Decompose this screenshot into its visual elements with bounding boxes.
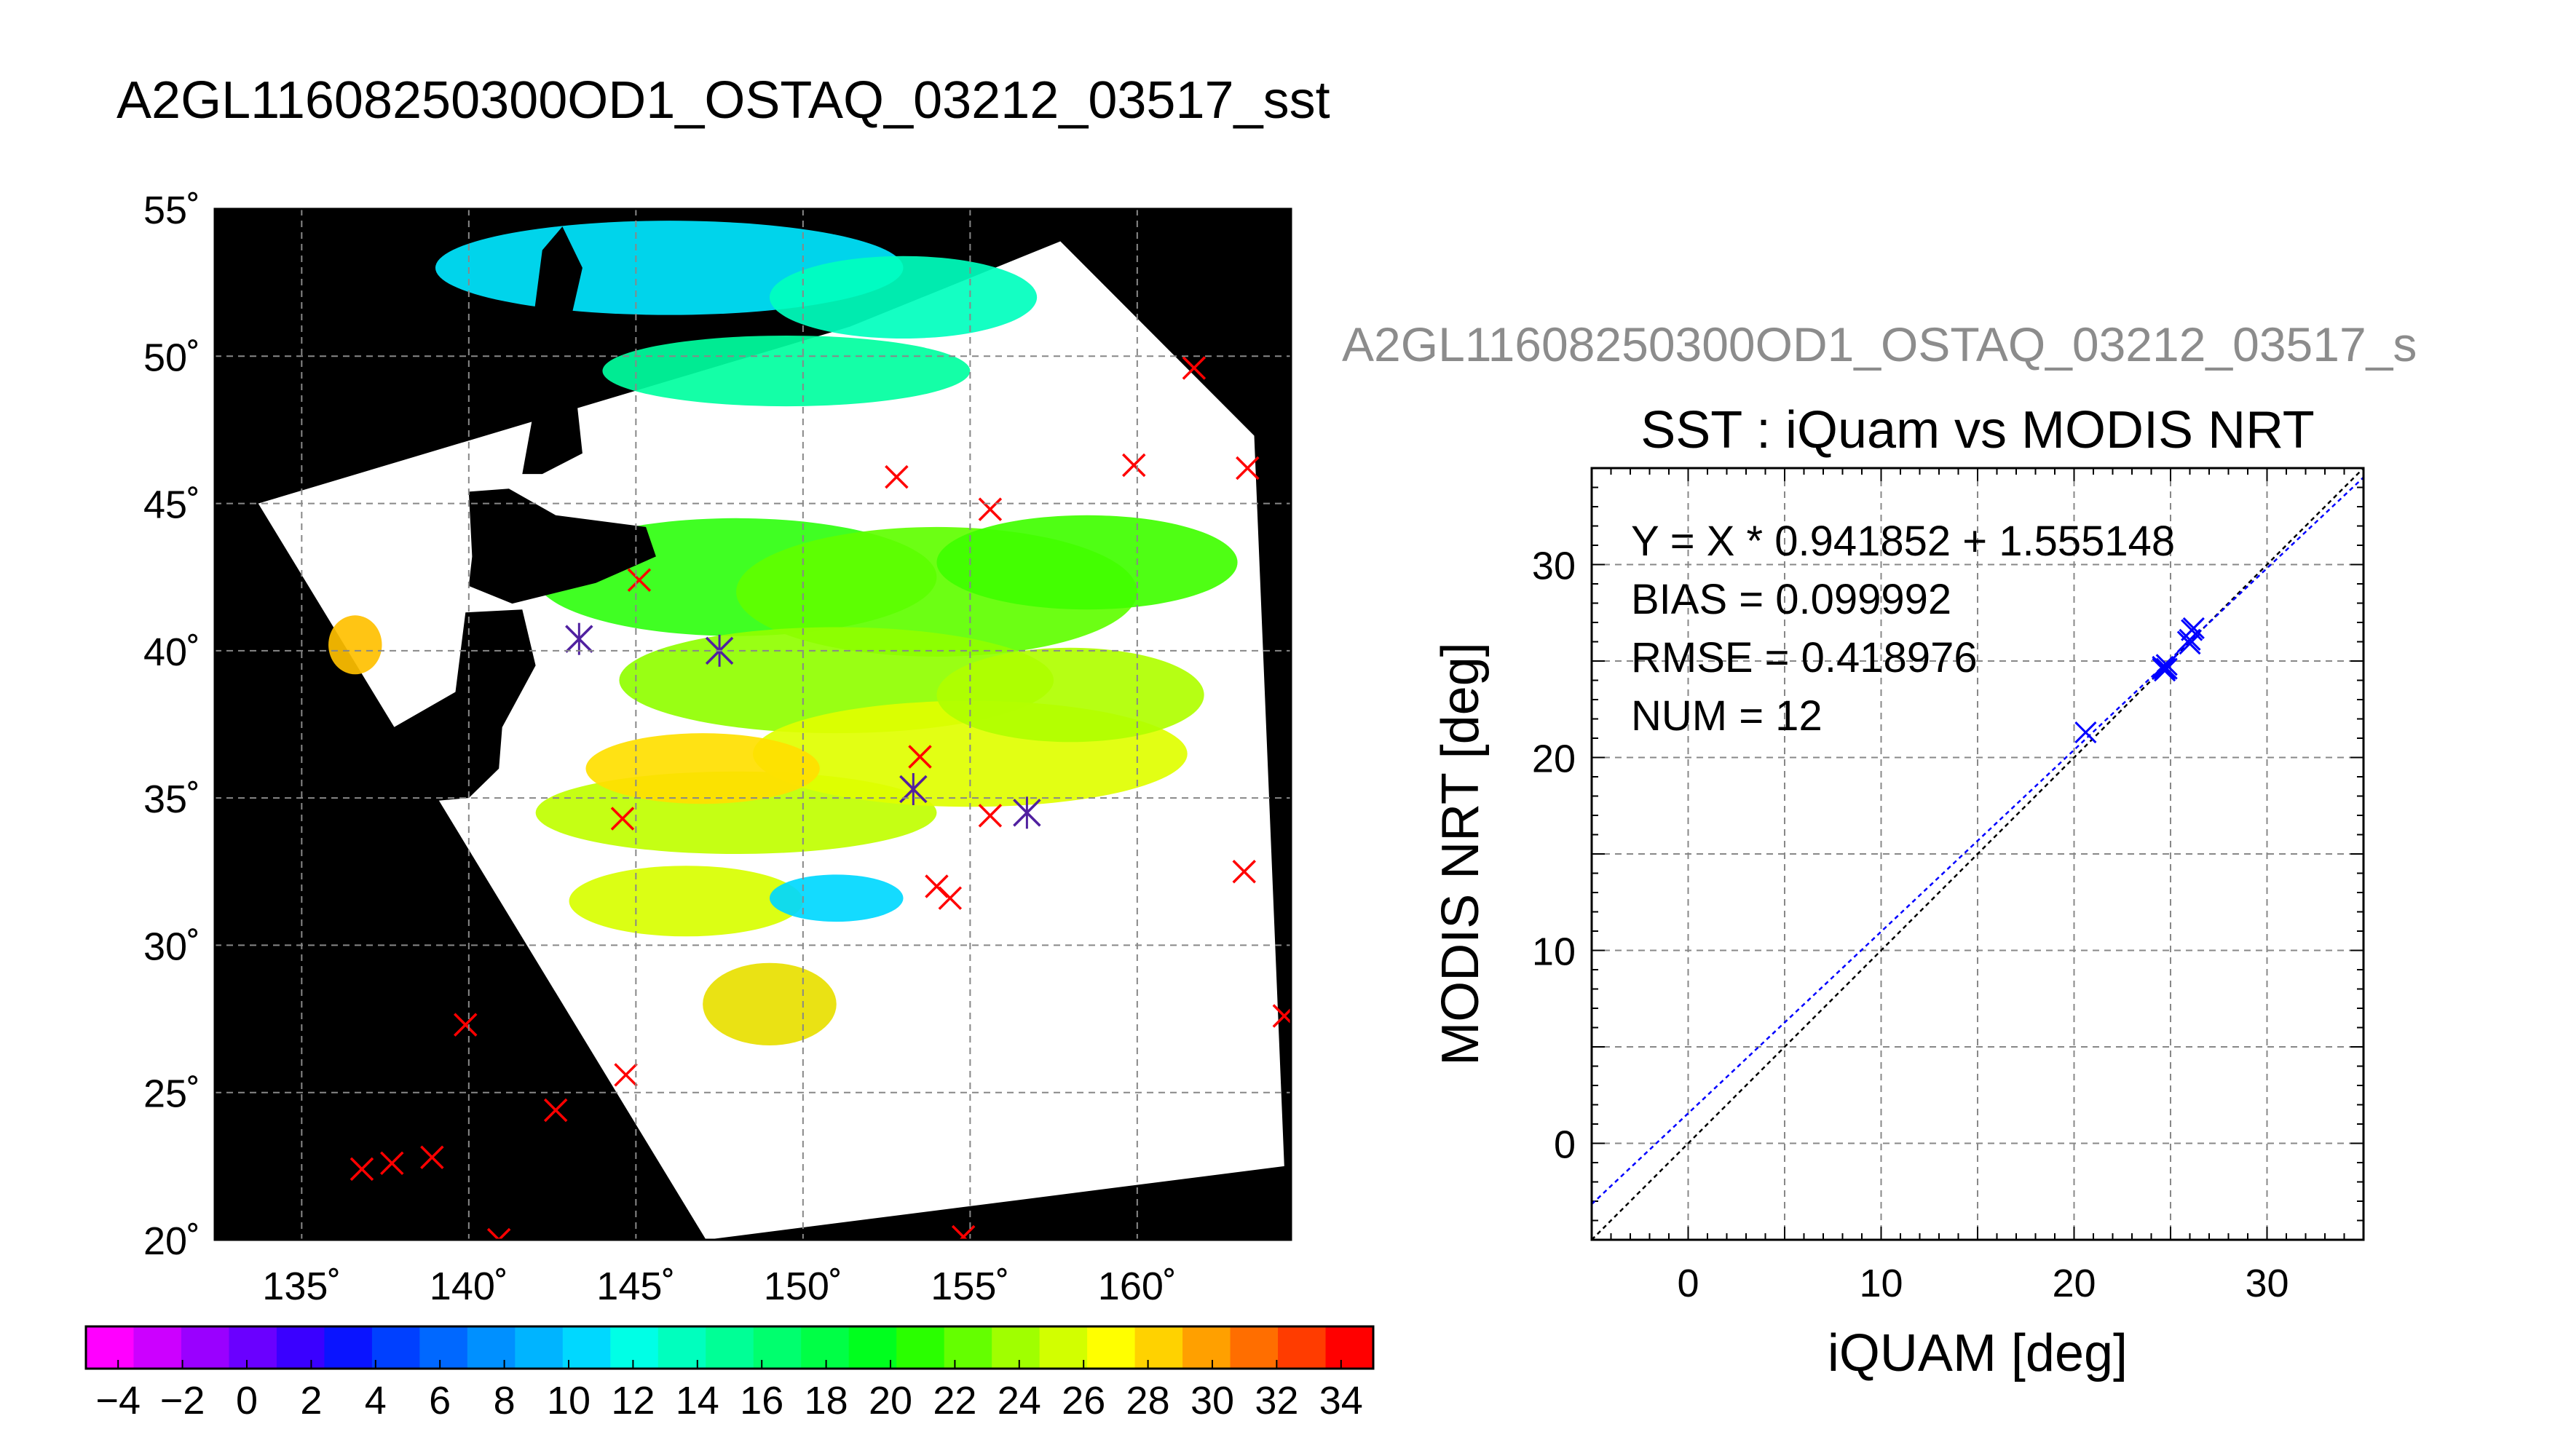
colorbar-tick-label: 10	[547, 1379, 591, 1423]
colorbar-segment	[896, 1326, 944, 1369]
colorbar-tick-label: 22	[933, 1379, 976, 1423]
map-lon-tick-label: 135˚	[262, 1265, 341, 1308]
colorbar-segment	[86, 1326, 134, 1369]
sst-patch	[703, 963, 837, 1045]
colorbar-segment	[1182, 1326, 1231, 1369]
map-lon-tick-label: 140˚	[430, 1265, 508, 1308]
colorbar-segment	[992, 1326, 1040, 1369]
map-lat-tick-label: 55˚	[143, 189, 200, 232]
scatter-x-tick-label: 0	[1677, 1262, 1699, 1305]
colorbar-tick-label: 24	[998, 1379, 1041, 1423]
sst-patch	[770, 256, 1037, 339]
map-lat-tick-label: 20˚	[143, 1219, 200, 1263]
sst-patch	[936, 648, 1204, 742]
scatter-annotation: Y = X * 0.941852 + 1.555148	[1631, 518, 2175, 565]
colorbar-segment	[944, 1326, 992, 1369]
colorbar-segment	[372, 1326, 420, 1369]
colorbar-tick-label: 34	[1319, 1379, 1363, 1423]
colorbar-segment	[1231, 1326, 1279, 1369]
sst-patch	[569, 866, 803, 936]
sst-patch	[770, 874, 904, 922]
sst-patch	[585, 733, 819, 804]
colorbar-segment	[706, 1326, 754, 1369]
sst-colorbar: −4 −2 0 2 4 6 8 10 12 14 16 18 20 22 24 26 28 30 32 34	[86, 1326, 1374, 1423]
map-lon-tick-label: 155˚	[931, 1265, 1009, 1308]
colorbar-tick-label: 12	[611, 1379, 655, 1423]
colorbar-segment	[610, 1326, 658, 1369]
scatter-x-tick-label: 20	[2052, 1262, 2096, 1305]
colorbar-tick-label: 18	[805, 1379, 848, 1423]
colorbar-segment	[849, 1326, 897, 1369]
map-lat-tick-label: 25˚	[143, 1072, 200, 1116]
map-lat-tick-label: 40˚	[143, 630, 200, 674]
colorbar-segment	[754, 1326, 802, 1369]
colorbar-segment	[181, 1326, 229, 1369]
colorbar-tick-label: 4	[365, 1379, 387, 1423]
colorbar-segment	[801, 1326, 849, 1369]
scatter-x-axis-label: iQUAM [deg]	[1828, 1324, 2128, 1382]
colorbar-segment	[1040, 1326, 1088, 1369]
colorbar-tick-label: 2	[300, 1379, 322, 1423]
map-lat-tick-label: 45˚	[143, 483, 200, 527]
scatter-annotation: BIAS = 0.099992	[1631, 576, 1951, 623]
map-lon-tick-label: 150˚	[764, 1265, 842, 1308]
colorbar-tick-label: 26	[1062, 1379, 1105, 1423]
sst-map: 135˚ 140˚ 145˚ 150˚ 155˚ 160˚ 20˚ 25˚ 30˚ 35˚ 40˚ 4…	[143, 189, 1295, 1308]
scatter-y-axis-label: MODIS NRT [deg]	[1431, 642, 1490, 1066]
sst-patch	[602, 336, 970, 406]
colorbar-tick-label: 6	[429, 1379, 451, 1423]
scatter-annotation: NUM = 12	[1631, 692, 1823, 740]
map-lon-tick-label: 145˚	[596, 1265, 675, 1308]
scatter-y-tick-label: 10	[1532, 930, 1576, 974]
scatter-x-tick-label: 30	[2245, 1262, 2289, 1305]
colorbar-tick-label: 0	[236, 1379, 258, 1423]
colorbar-segment	[229, 1326, 277, 1369]
colorbar-segment	[515, 1326, 563, 1369]
colorbar-tick-label: −4	[95, 1379, 141, 1423]
colorbar-tick-label: 14	[676, 1379, 719, 1423]
colorbar-tick-label: 20	[869, 1379, 912, 1423]
map-lat-tick-label: 30˚	[143, 925, 200, 968]
map-lon-tick-label: 160˚	[1098, 1265, 1177, 1308]
colorbar-segment	[324, 1326, 372, 1369]
map-lat-tick-label: 50˚	[143, 336, 200, 379]
scatter-y-tick-label: 20	[1532, 737, 1576, 781]
scatter-y-tick-label: 0	[1554, 1123, 1576, 1167]
scatter-plot: SST : iQuam vs MODIS NRT Y = X * 0.941852…	[1431, 401, 2364, 1382]
colorbar-segment	[658, 1326, 706, 1369]
colorbar-segment	[277, 1326, 325, 1369]
colorbar-tick-label: 28	[1126, 1379, 1170, 1423]
colorbar-segment	[1326, 1326, 1374, 1369]
colorbar-tick-label: 30	[1190, 1379, 1234, 1423]
scatter-annotation: RMSE = 0.418976	[1631, 634, 1978, 681]
colorbar-segment	[563, 1326, 611, 1369]
colorbar-segment	[1135, 1326, 1183, 1369]
colorbar-segment	[133, 1326, 181, 1369]
secondary-title: A2GL11608250300OD1_OSTAQ_03212_03517_s	[1342, 317, 2417, 371]
colorbar-tick-label: 8	[494, 1379, 516, 1423]
sst-patch	[328, 615, 382, 674]
main-title: A2GL11608250300OD1_OSTAQ_03212_03517_sst	[117, 71, 1330, 130]
scatter-y-tick-label: 30	[1532, 545, 1576, 588]
colorbar-tick-label: 16	[740, 1379, 783, 1423]
colorbar-segment	[1278, 1326, 1326, 1369]
scatter-x-tick-label: 10	[1859, 1262, 1903, 1305]
sst-patch	[936, 515, 1237, 609]
map-lat-tick-label: 35˚	[143, 778, 200, 821]
scatter-title: SST : iQuam vs MODIS NRT	[1640, 401, 2315, 459]
colorbar-tick-label: 32	[1255, 1379, 1298, 1423]
colorbar-segment	[419, 1326, 467, 1369]
colorbar-tick-label: −2	[160, 1379, 205, 1423]
colorbar-segment	[1087, 1326, 1135, 1369]
colorbar-segment	[467, 1326, 516, 1369]
